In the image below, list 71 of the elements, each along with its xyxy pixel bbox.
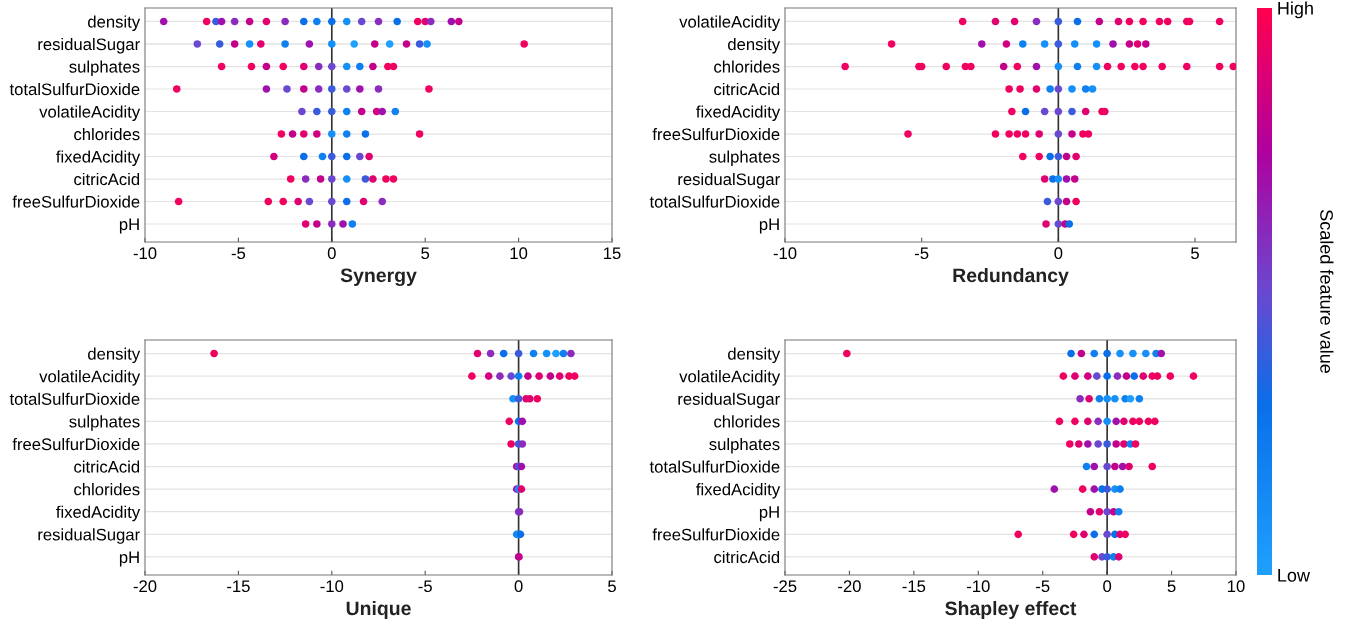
y-tick-label: chlorides bbox=[714, 60, 780, 73]
x-tick-label: -10 bbox=[133, 247, 157, 260]
x-tick-label: 5 bbox=[1191, 247, 1199, 260]
y-tick-label: fixedAcidity bbox=[56, 505, 141, 522]
y-tick-label: freeSulfurDioxide bbox=[12, 437, 140, 451]
y-tick-label: volatileAcidity bbox=[39, 370, 141, 386]
y-tick-label: density bbox=[88, 347, 141, 364]
x-tick-label: -10 bbox=[966, 580, 990, 593]
y-tick-label: pH bbox=[119, 218, 139, 234]
x-tick-label: 5 bbox=[608, 580, 616, 593]
x-tick-label: 0 bbox=[327, 247, 336, 260]
x-axis-title: Redundancy bbox=[953, 267, 1069, 287]
x-tick-label: -10 bbox=[773, 247, 797, 260]
y-tick-label: citricAcid bbox=[74, 172, 140, 186]
x-tick-label: 15 bbox=[604, 247, 621, 260]
x-axis-title: Synergy bbox=[340, 268, 417, 287]
color-bar-label: High bbox=[1278, 1, 1313, 19]
y-tick-label: pH bbox=[119, 551, 139, 567]
y-tick-label: density bbox=[728, 347, 781, 364]
y-tick-label: residualSugar bbox=[38, 37, 140, 54]
y-tick-label: sulphates bbox=[69, 415, 140, 431]
y-tick-label: totalSulfurDioxide bbox=[649, 460, 780, 473]
y-tick-label: totalSulfurDioxide bbox=[649, 195, 780, 208]
x-tick-label: 10 bbox=[510, 247, 528, 260]
y-tick-label: fixedAcidity bbox=[696, 483, 781, 499]
y-tick-label: sulphates bbox=[709, 150, 780, 166]
x-axis-title: Unique bbox=[346, 600, 411, 620]
x-tick-label: -15 bbox=[227, 580, 250, 593]
color-bar-label: Low bbox=[1278, 569, 1311, 582]
y-tick-label: sulphates bbox=[709, 437, 780, 454]
y-tick-label: citricAcid bbox=[714, 82, 780, 96]
y-tick-label: chlorides bbox=[74, 127, 140, 141]
y-tick-label: volatileAcidity bbox=[39, 105, 141, 121]
y-tick-label: volatileAcidity bbox=[679, 370, 781, 386]
x-tick-label: -5 bbox=[418, 580, 432, 593]
y-tick-label: pH bbox=[759, 218, 779, 234]
y-tick-label: residualSugar bbox=[38, 528, 140, 544]
y-tick-label: totalSulfurDioxide bbox=[9, 82, 140, 96]
x-tick-label: -15 bbox=[902, 580, 926, 593]
y-tick-label: citricAcid bbox=[714, 550, 780, 564]
y-tick-label: residualSugar bbox=[678, 172, 780, 189]
x-tick-label: -25 bbox=[773, 580, 797, 593]
x-axis-title: Shapley effect bbox=[945, 600, 1077, 620]
x-tick-label: -5 bbox=[915, 247, 929, 260]
x-tick-label: 5 bbox=[421, 247, 430, 260]
y-tick-label: freeSulfurDioxide bbox=[652, 528, 780, 541]
y-tick-label: chlorides bbox=[74, 483, 140, 496]
y-tick-label: volatileAcidity bbox=[679, 15, 781, 31]
x-tick-label: -10 bbox=[320, 580, 344, 593]
y-tick-label: freeSulfurDioxide bbox=[652, 127, 780, 141]
x-tick-label: 5 bbox=[1167, 580, 1176, 593]
y-tick-label: fixedAcidity bbox=[56, 150, 141, 166]
y-tick-label: pH bbox=[759, 506, 779, 522]
x-tick-label: 10 bbox=[1228, 580, 1245, 593]
x-tick-label: 0 bbox=[1103, 580, 1112, 593]
y-tick-label: fixedAcidity bbox=[696, 105, 781, 121]
x-tick-label: 0 bbox=[514, 580, 523, 593]
color-bar-title: Scaled feature value bbox=[1320, 210, 1334, 374]
x-tick-label: 0 bbox=[1054, 247, 1063, 260]
y-tick-label: totalSulfurDioxide bbox=[9, 392, 140, 405]
x-tick-label: -5 bbox=[1036, 580, 1050, 593]
y-tick-label: density bbox=[728, 37, 781, 54]
y-tick-label: sulphates bbox=[69, 60, 140, 76]
y-tick-label: density bbox=[88, 15, 141, 31]
x-tick-label: -20 bbox=[133, 580, 157, 593]
y-tick-label: residualSugar bbox=[678, 392, 780, 409]
x-tick-label: -5 bbox=[231, 247, 246, 260]
y-tick-label: freeSulfurDioxide bbox=[12, 195, 140, 208]
y-tick-label: chlorides bbox=[714, 415, 780, 428]
x-tick-label: -20 bbox=[838, 580, 861, 593]
y-tick-label: citricAcid bbox=[74, 460, 140, 473]
